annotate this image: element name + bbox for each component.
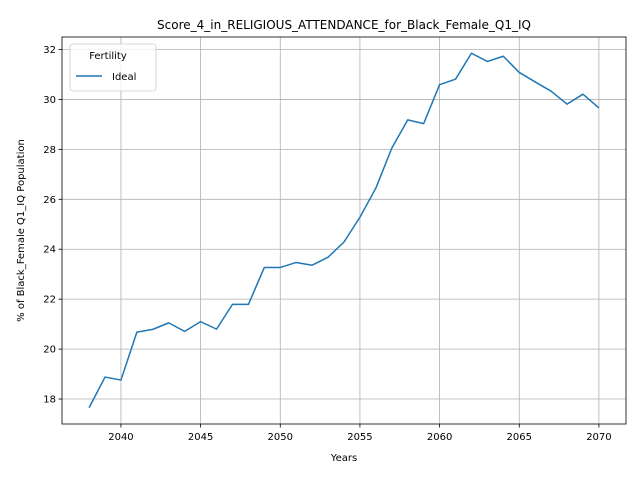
x-axis-label: Years (330, 453, 357, 464)
x-tick-label: 2045 (188, 432, 213, 443)
legend: Fertility Ideal (69, 43, 157, 92)
chart-title: Score_4_in_RELIGIOUS_ATTENDANCE_for_Blac… (157, 18, 531, 32)
x-tick-label: 2070 (586, 432, 611, 443)
y-tick-label: 26 (43, 195, 56, 206)
series-line-ideal (88, 52, 600, 409)
series-layer (88, 52, 600, 409)
y-tick-label: 20 (43, 345, 56, 356)
y-tick-label: 22 (43, 295, 56, 306)
y-tick-label: 24 (43, 245, 56, 256)
y-axis-label: % of Black_Female Q1_IQ Population (16, 139, 27, 322)
x-tick-label: 2060 (427, 432, 452, 443)
y-tick-label: 18 (43, 395, 56, 406)
y-tick-label: 32 (43, 45, 56, 56)
grid (62, 37, 626, 424)
x-tick-label: 2050 (268, 432, 293, 443)
plot-frame (61, 36, 627, 425)
x-tick-label: 2055 (347, 432, 372, 443)
legend-entry-ideal: Ideal (112, 72, 136, 83)
x-tick-label: 2065 (507, 432, 532, 443)
legend-box (69, 43, 157, 92)
y-axis-ticks: 18 20 22 24 26 28 30 32 (43, 45, 62, 406)
x-tick-label: 2040 (108, 432, 133, 443)
legend-title: Fertility (89, 51, 127, 62)
x-axis-ticks: 2040 2045 2050 2055 2060 2065 2070 (108, 424, 612, 443)
y-tick-label: 28 (43, 145, 56, 156)
y-tick-label: 30 (43, 95, 56, 106)
